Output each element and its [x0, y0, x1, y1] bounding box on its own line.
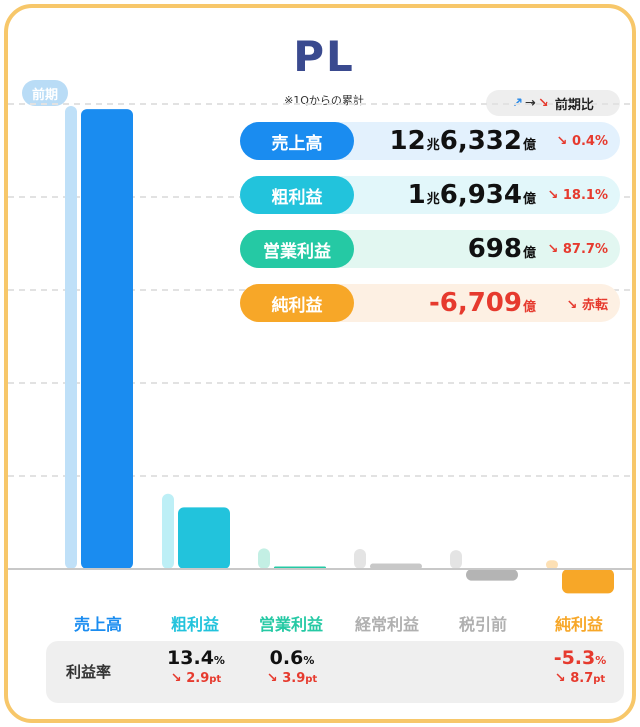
- bar-prev-gross: [162, 493, 174, 569]
- arrow-down-icon: ↘: [566, 297, 578, 313]
- page-title: PL: [293, 32, 355, 81]
- kpi-value: 698億: [467, 234, 536, 264]
- kpi-change: ↘ 0.4%: [556, 133, 609, 149]
- arrow-down-icon: ↘: [266, 671, 278, 686]
- margin-value: 0.6%: [269, 647, 315, 669]
- kpi-value: -6,709億: [428, 288, 536, 318]
- margin-operating: 0.6% ↘ 3.9pt: [242, 647, 342, 686]
- arrow-down-icon: ↘: [554, 671, 566, 686]
- margin-gross: 13.4% ↘ 2.9pt: [146, 647, 246, 686]
- arrow-down-icon: ↘: [537, 95, 549, 111]
- kpi-value: 12兆6,332億: [389, 126, 536, 156]
- arrow-down-icon: ↘: [556, 133, 568, 149]
- margin-title: 利益率: [66, 663, 112, 681]
- bar-prev-sales: [65, 106, 77, 569]
- margin-change: ↘ 3.9pt: [266, 671, 318, 686]
- kpi-row-sales: 売上高 12兆6,332億 ↘ 0.4%: [240, 122, 620, 160]
- arrow-down-icon: ↘: [170, 671, 182, 686]
- margin-value: -5.3%: [553, 647, 607, 669]
- bar-prev-ordinary: [354, 548, 366, 569]
- category-label-sales: 売上高: [73, 615, 122, 634]
- kpi-row-gross: 粗利益 1兆6,934億 ↘ 18.1%: [240, 176, 620, 214]
- kpi-row-net: 純利益 -6,709億 ↘ 赤転: [240, 284, 620, 322]
- kpi-value: 1兆6,934億: [407, 180, 536, 210]
- bar-current-gross: [178, 507, 230, 569]
- arrow-down-icon: ↘: [547, 187, 559, 203]
- margin-change: ↘ 2.9pt: [170, 671, 222, 686]
- category-label-pretax: 税引前: [458, 615, 507, 634]
- margin-panel: 利益率 13.4% ↘ 2.9pt 0.6% ↘ 3.9pt -5.3% ↘ 8…: [46, 641, 624, 703]
- margin-net: -5.3% ↘ 8.7pt: [530, 647, 630, 686]
- arrow-down-icon: ↘: [547, 241, 559, 257]
- bar-current-net: [562, 569, 614, 594]
- kpi-label: 営業利益: [240, 230, 354, 268]
- category-label-net: 純利益: [554, 615, 603, 634]
- margin-change: ↘ 8.7pt: [554, 671, 606, 686]
- bar-prev-pretax: [450, 550, 462, 569]
- bar-prev-net: [546, 560, 558, 569]
- kpi-label: 売上高: [240, 122, 354, 160]
- bar-current-pretax: [466, 569, 518, 581]
- kpi-change: ↘ 18.1%: [547, 187, 608, 203]
- margin-value: 13.4%: [167, 647, 225, 669]
- category-label-ordinary: 経常利益: [354, 615, 419, 634]
- pl-card: PL ※1Qからの累計 前期 ↗ → ↘ 前期比 売上高 12兆6,332億 ↘…: [4, 4, 636, 723]
- category-label-operating: 営業利益: [258, 615, 323, 634]
- kpi-label: 粗利益: [240, 176, 354, 214]
- kpi-label: 純利益: [240, 284, 354, 322]
- bar-prev-operating: [258, 548, 270, 569]
- kpi-row-operating: 営業利益 698億 ↘ 87.7%: [240, 230, 620, 268]
- bar-current-sales: [81, 109, 133, 570]
- kpi-change: ↘ 87.7%: [547, 241, 608, 257]
- category-label-gross: 粗利益: [170, 615, 219, 634]
- previous-period-badge: 前期: [22, 80, 68, 106]
- kpi-change: ↘ 赤転: [566, 297, 608, 313]
- pl-bar-chart: [8, 103, 632, 594]
- bar-current-ordinary: [370, 563, 422, 569]
